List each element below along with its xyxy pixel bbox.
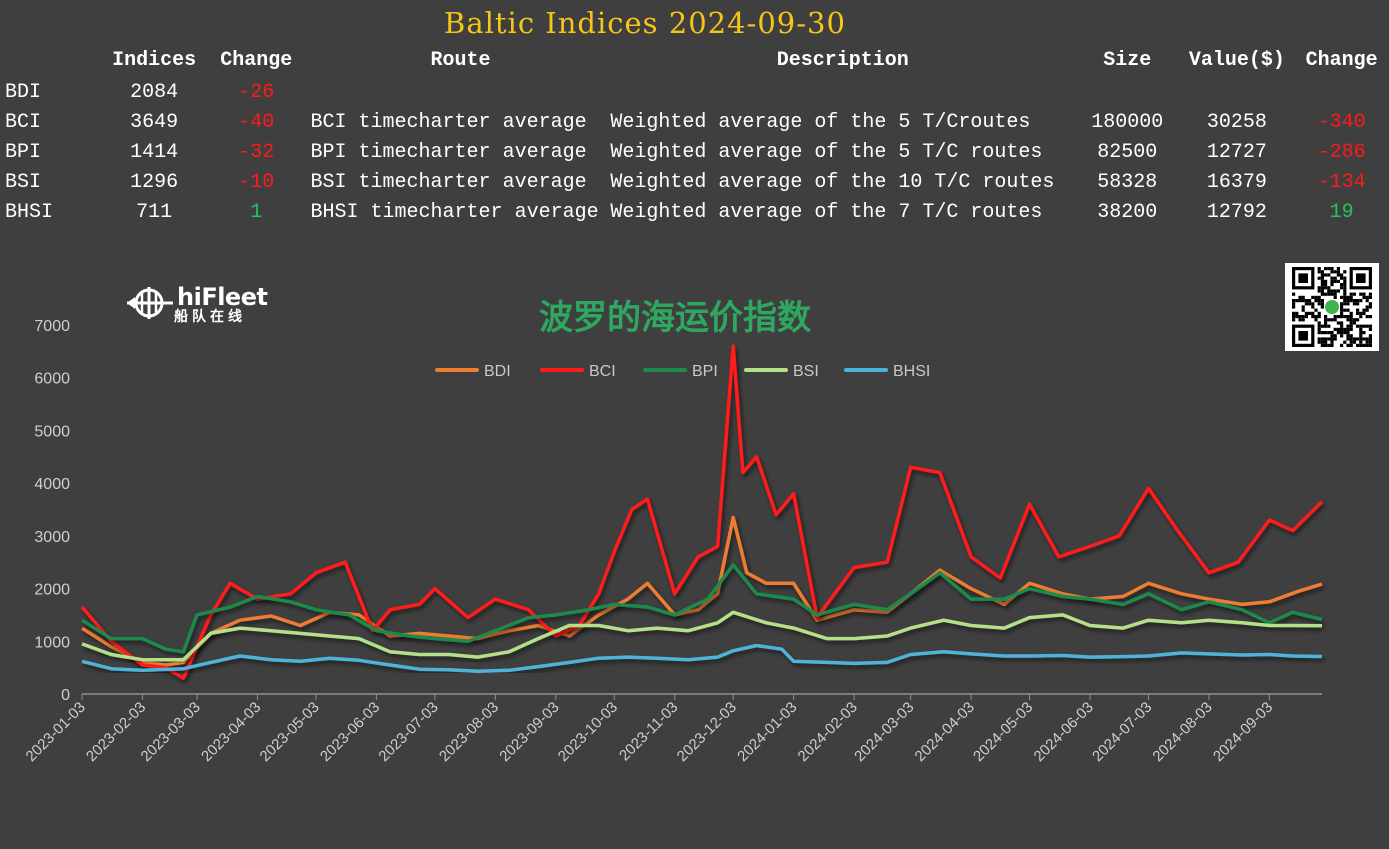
indices-table: Indices Change Route Description Size Va…: [0, 44, 1389, 228]
x-tick-label: 2023-10-03: [555, 699, 621, 765]
row-change: -40: [238, 111, 275, 134]
x-tick-label: 2023-12-03: [674, 699, 740, 765]
row-size: 38200: [1097, 201, 1158, 224]
logo-text: hiFleet: [177, 283, 268, 311]
col-header-change: Change: [220, 49, 293, 72]
col-header-route: Route: [430, 49, 491, 72]
y-tick-label: 5000: [34, 423, 70, 440]
row-name: BCI: [5, 111, 42, 134]
col-header-value: Value($): [1188, 49, 1285, 72]
row-change: -10: [238, 171, 275, 194]
row-name: BDI: [5, 81, 42, 104]
row-index: 711: [136, 201, 173, 224]
legend-label: BDI: [484, 363, 511, 380]
legend-label: BSI: [793, 363, 819, 380]
row-size: 58328: [1097, 171, 1158, 194]
x-tick-label: 2024-04-03: [912, 699, 978, 765]
x-tick-label: 2024-01-03: [734, 699, 800, 765]
row-index: 1414: [130, 141, 179, 164]
x-tick-label: 2023-11-03: [616, 699, 681, 764]
row-size: 180000: [1091, 111, 1164, 134]
series-line-bdi: [81, 515, 1323, 667]
col-header-change2: Change: [1305, 49, 1378, 72]
legend-label: BHSI: [893, 363, 930, 380]
x-tick-label: 2023-08-03: [436, 699, 502, 765]
col-header-description: Description: [776, 49, 909, 72]
row-name: BSI: [5, 171, 42, 194]
x-tick-label: 2024-06-03: [1031, 699, 1097, 765]
row-index: 1296: [130, 171, 179, 194]
x-tick-label: 2023-07-03: [375, 699, 441, 765]
row-description: Weighted average of the 10 T/C routes: [610, 171, 1055, 194]
row-change: -32: [238, 141, 275, 164]
x-tick-label: 2024-09-03: [1210, 699, 1276, 765]
hifleet-logo: hiFleet 船队在线: [127, 283, 268, 327]
row-value: 12792: [1206, 201, 1267, 224]
row-change2: -134: [1317, 171, 1366, 194]
row-value: 12727: [1206, 141, 1267, 164]
y-tick-label: 7000: [34, 318, 70, 335]
y-tick-label: 4000: [34, 476, 70, 493]
x-tick-label: 2023-09-03: [496, 699, 562, 765]
x-tick-label: 2023-06-03: [317, 699, 383, 765]
row-description: Weighted average of the 5 T/C routes: [610, 141, 1043, 164]
row-route: BCI timecharter average: [310, 111, 587, 134]
row-route: BPI timecharter average: [310, 141, 587, 164]
x-tick-label: 2024-07-03: [1089, 699, 1155, 765]
series-line-bsi: [81, 610, 1323, 662]
chart-title: 波罗的海运价指数: [539, 298, 811, 338]
row-value: 16379: [1206, 171, 1267, 194]
row-change2: -340: [1317, 111, 1366, 134]
x-tick-label: 2023-05-03: [257, 699, 323, 765]
col-header-size: Size: [1103, 49, 1152, 72]
row-size: 82500: [1097, 141, 1158, 164]
qr-code-icon: [1285, 263, 1379, 351]
series-line-bhsi: [81, 643, 1323, 674]
row-name: BPI: [5, 141, 42, 164]
x-tick-label: 2024-05-03: [970, 699, 1036, 765]
x-tick-label: 2023-04-03: [198, 699, 264, 765]
series-line-bci: [80, 344, 1324, 680]
row-change2: 19: [1329, 201, 1354, 224]
row-index: 3649: [130, 111, 179, 134]
hifleet-logo-icon: [127, 287, 173, 319]
x-tick-label: 2023-03-03: [138, 699, 204, 765]
table-row: BDI 2084 -26: [0, 78, 1389, 108]
x-tick-label: 2024-08-03: [1149, 699, 1215, 765]
legend-label: BPI: [692, 363, 718, 380]
table-row: BHSI 711 1 BHSI timecharter average Weighted…: [0, 198, 1389, 228]
y-tick-label: 2000: [34, 582, 70, 599]
row-change2: -286: [1317, 141, 1366, 164]
x-tick-label: 2024-03-03: [851, 699, 917, 765]
row-value: 30258: [1206, 111, 1267, 134]
table-row: BPI 1414 -32 BPI timecharter average Weighte…: [0, 138, 1389, 168]
row-change: -26: [238, 81, 275, 104]
y-tick-label: 6000: [34, 371, 70, 388]
legend-label: BCI: [589, 363, 616, 380]
table-row: BSI 1296 -10 BSI timecharter average Weighte…: [0, 168, 1389, 198]
x-tick-label: 2024-02-03: [795, 699, 861, 765]
row-description: Weighted average of the 7 T/C routes: [610, 201, 1043, 224]
table-header-row: Indices Change Route Description Size Va…: [0, 44, 1389, 78]
col-header-indices: Indices: [112, 49, 197, 72]
logo-subtext: 船队在线: [174, 309, 246, 325]
row-description: Weighted average of the 5 T/Croutes: [610, 111, 1031, 134]
y-tick-label: 0: [61, 687, 70, 704]
page-title: Baltic Indices 2024-09-30: [444, 6, 846, 40]
row-index: 2084: [130, 81, 179, 104]
y-tick-label: 3000: [34, 529, 70, 546]
row-name: BHSI: [5, 201, 54, 224]
x-tick-label: 2023-01-03: [23, 699, 89, 765]
row-route: BHSI timecharter average: [310, 201, 599, 224]
row-route: BSI timecharter average: [310, 171, 587, 194]
table-row: BCI 3649 -40 BCI timecharter average Weighte…: [0, 108, 1389, 138]
y-tick-label: 1000: [34, 634, 70, 651]
series-line-bpi: [81, 563, 1323, 654]
row-change: 1: [250, 201, 263, 224]
